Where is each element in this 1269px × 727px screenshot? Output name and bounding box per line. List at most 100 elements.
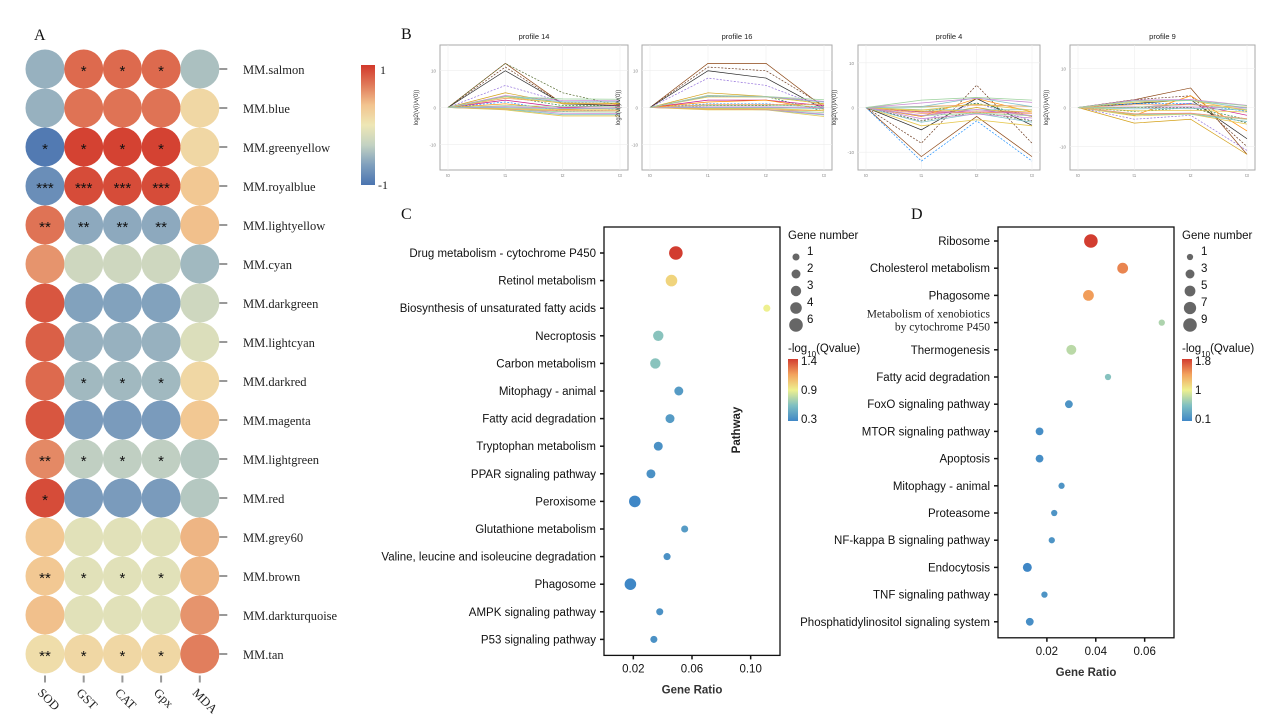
significance-mark: *** — [36, 180, 54, 197]
significance-mark: * — [119, 63, 125, 80]
x-tick-label: t0 — [864, 173, 868, 178]
y-tick-label: -10 — [429, 142, 436, 147]
heatmap-cell — [64, 595, 104, 635]
y-axis-label: log2(v(i)/v(0)) — [414, 90, 420, 126]
heatmap-cell — [141, 517, 181, 557]
significance-mark: * — [119, 648, 125, 665]
pathway-label: Tryptophan metabolism — [476, 441, 596, 453]
profile-line — [865, 103, 1033, 111]
colorbar — [361, 65, 375, 185]
column-label: Gpx — [151, 686, 177, 712]
heatmap-cell — [141, 88, 181, 128]
colorbar-label: 1.4 — [801, 356, 818, 368]
heatmap-cell — [180, 49, 220, 89]
profile-line — [865, 97, 1033, 108]
heatmap-cell — [102, 49, 142, 89]
significance-mark: *** — [114, 180, 132, 197]
profile-line — [1077, 107, 1248, 111]
heatmap-cell — [25, 283, 65, 323]
pathway-label: Fatty acid degradation — [482, 414, 596, 426]
size-legend-key — [1186, 253, 1194, 261]
profile-plot: profile 16 log2(v(i)/v(0)) 10 0 -10 t0 t1 t2 t3 — [616, 32, 833, 178]
profile-line — [865, 107, 1033, 113]
row-label: MM.darkturquoise — [243, 609, 338, 623]
size-legend-key — [1183, 318, 1197, 332]
significance-mark: * — [119, 453, 125, 470]
colorbar-label: 1 — [1195, 385, 1201, 397]
x-tick-label: t1 — [1132, 173, 1136, 178]
profile-line — [865, 107, 1033, 162]
heatmap-cell — [180, 517, 220, 557]
row-label: MM.tan — [243, 648, 284, 662]
significance-mark: *** — [152, 180, 170, 197]
profile-line — [865, 107, 1033, 116]
profile-plot: profile 9 log2(v(i)/v(0)) 10 0 -10 t0 t1 t2 t3 — [1044, 32, 1256, 178]
y-axis-label: Pathway — [731, 406, 743, 453]
heatmap-cell — [102, 361, 142, 401]
profile-line — [447, 105, 621, 108]
pathway-label: by cytochrome P450 — [895, 322, 990, 334]
x-tick-label: t3 — [618, 173, 622, 178]
heatmap-cell — [102, 322, 142, 362]
profile-title: profile 16 — [722, 32, 753, 41]
profile-line — [1077, 100, 1248, 111]
profile-line — [649, 103, 825, 108]
x-tick-label: 0.02 — [1036, 646, 1058, 658]
heatmap-cell — [180, 556, 220, 596]
y-tick-label: 0 — [1063, 106, 1066, 111]
heatmap-cell — [180, 439, 220, 479]
significance-mark: * — [158, 570, 164, 587]
data-bubble — [669, 246, 683, 260]
y-tick-label: 10 — [849, 61, 855, 66]
heatmap-cell — [180, 166, 220, 206]
data-bubble — [1035, 427, 1044, 436]
pathway-label: MTOR signaling pathway — [862, 426, 991, 438]
heatmap-cell — [102, 400, 142, 440]
profile-line — [1077, 100, 1248, 108]
significance-mark: * — [81, 648, 87, 665]
heatmap-cell — [141, 49, 181, 89]
data-bubble — [650, 358, 661, 369]
row-label: MM.greenyellow — [243, 141, 330, 155]
heatmap-cell — [180, 400, 220, 440]
heatmap-cell — [64, 400, 104, 440]
data-bubble — [1051, 509, 1058, 517]
heatmap-cell — [25, 205, 65, 245]
x-tick-label: t0 — [1076, 173, 1080, 178]
data-bubble — [650, 635, 658, 643]
y-tick-label: -10 — [1059, 145, 1066, 150]
profile-line — [447, 107, 621, 110]
profile-line — [865, 107, 1033, 158]
size-legend-label: 7 — [1201, 297, 1207, 309]
heatmap-cell — [64, 205, 104, 245]
data-bubble — [663, 553, 671, 561]
data-bubble — [1035, 454, 1044, 463]
heatmap-cell — [64, 127, 104, 167]
profile-line — [447, 106, 621, 109]
row-label: MM.lightgreen — [243, 453, 320, 467]
x-tick-label: t2 — [764, 173, 768, 178]
row-label: MM.darkgreen — [243, 297, 319, 311]
heatmap-cell — [141, 361, 181, 401]
heatmap-cell — [102, 595, 142, 635]
size-legend-label: 1 — [1201, 246, 1207, 258]
colorbar — [1182, 359, 1192, 421]
profile-line — [1077, 103, 1248, 111]
size-legend-key — [789, 318, 803, 332]
significance-mark: * — [158, 141, 164, 158]
y-tick-label: 10 — [431, 69, 437, 74]
row-label: MM.magenta — [243, 414, 311, 428]
y-tick-label: 10 — [633, 69, 639, 74]
heatmap-cell — [64, 517, 104, 557]
significance-mark: ** — [39, 219, 51, 236]
size-legend-label: 3 — [1201, 263, 1207, 275]
x-tick-label: 0.02 — [622, 663, 644, 675]
pathway-label: Phagosome — [535, 579, 596, 591]
heatmap-cell — [141, 166, 181, 206]
data-bubble — [681, 525, 689, 533]
heatmap-cell — [141, 322, 181, 362]
data-bubble — [1083, 290, 1094, 301]
heatmap-cell — [64, 49, 104, 89]
size-legend-label: 9 — [1201, 314, 1207, 326]
significance-mark: * — [119, 141, 125, 158]
